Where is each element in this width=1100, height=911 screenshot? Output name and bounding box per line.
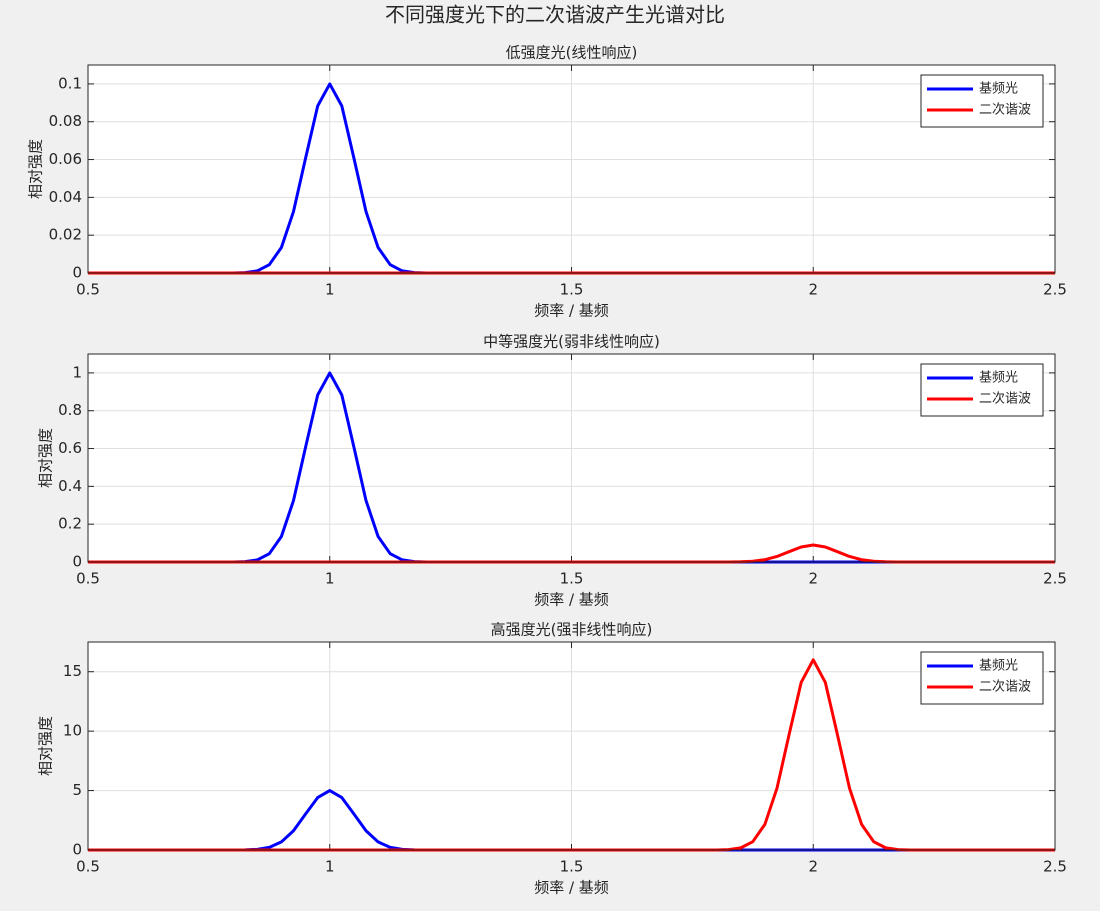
- y-tick-label: 0.06: [49, 150, 82, 168]
- x-axis-label: 频率 / 基频: [534, 879, 609, 897]
- x-tick-label: 0.5: [76, 281, 100, 299]
- subplot-title: 高强度光(强非线性响应): [491, 621, 653, 639]
- y-tick-label: 10: [63, 722, 82, 740]
- y-axis-label: 相对强度: [27, 139, 45, 199]
- y-tick-label: 0.1: [58, 74, 82, 92]
- axes-box: [87, 641, 1056, 851]
- y-tick-label: 5: [72, 781, 82, 799]
- axes-box: [87, 64, 1056, 274]
- legend-label: 二次谐波: [979, 391, 1031, 407]
- x-tick-label: 1.5: [560, 281, 584, 299]
- x-tick-label: 1: [325, 281, 335, 299]
- x-tick-label: 1.5: [560, 570, 584, 588]
- y-axis-label: 相对强度: [37, 716, 55, 776]
- x-tick-label: 2.5: [1043, 570, 1067, 588]
- x-tick-label: 0.5: [76, 858, 100, 876]
- y-tick-label: 0.6: [58, 439, 82, 457]
- subplot-title: 中等强度光(弱非线性响应): [483, 333, 660, 351]
- x-tick-label: 1: [325, 570, 335, 588]
- x-tick-label: 1.5: [560, 858, 584, 876]
- y-axis-label: 相对强度: [37, 428, 55, 488]
- y-tick-label: 0.8: [58, 401, 82, 419]
- y-tick-label: 0: [72, 264, 82, 282]
- x-tick-label: 2.5: [1043, 281, 1067, 299]
- y-tick-label: 0.4: [58, 477, 82, 495]
- y-tick-label: 0: [72, 553, 82, 571]
- y-tick-label: 0: [72, 841, 82, 859]
- y-tick-label: 1: [72, 363, 82, 381]
- x-tick-label: 2: [808, 281, 818, 299]
- legend-box: [920, 651, 1044, 705]
- x-tick-label: 2.5: [1043, 858, 1067, 876]
- legend-label: 二次谐波: [979, 102, 1031, 118]
- x-tick-label: 2: [808, 570, 818, 588]
- x-axis-label: 频率 / 基频: [534, 302, 609, 320]
- y-tick-label: 0.04: [49, 188, 82, 206]
- legend-label: 基频光: [979, 82, 1018, 97]
- x-axis-label: 频率 / 基频: [534, 591, 609, 609]
- legend-box: [920, 363, 1044, 417]
- legend-box: [920, 74, 1044, 128]
- figure-title: 不同强度光下的二次谐波产生光谱对比: [385, 3, 725, 27]
- legend-label: 基频光: [979, 371, 1018, 386]
- y-tick-label: 15: [63, 662, 82, 680]
- x-tick-label: 1: [325, 858, 335, 876]
- y-tick-label: 0.02: [49, 226, 82, 244]
- legend-label: 基频光: [979, 659, 1018, 674]
- legend-label: 二次谐波: [979, 679, 1031, 695]
- y-tick-label: 0.2: [58, 515, 82, 533]
- y-tick-label: 0.08: [49, 112, 82, 130]
- x-tick-label: 0.5: [76, 570, 100, 588]
- axes-box: [87, 353, 1056, 563]
- subplot-title: 低强度光(线性响应): [506, 44, 638, 62]
- x-tick-label: 2: [808, 858, 818, 876]
